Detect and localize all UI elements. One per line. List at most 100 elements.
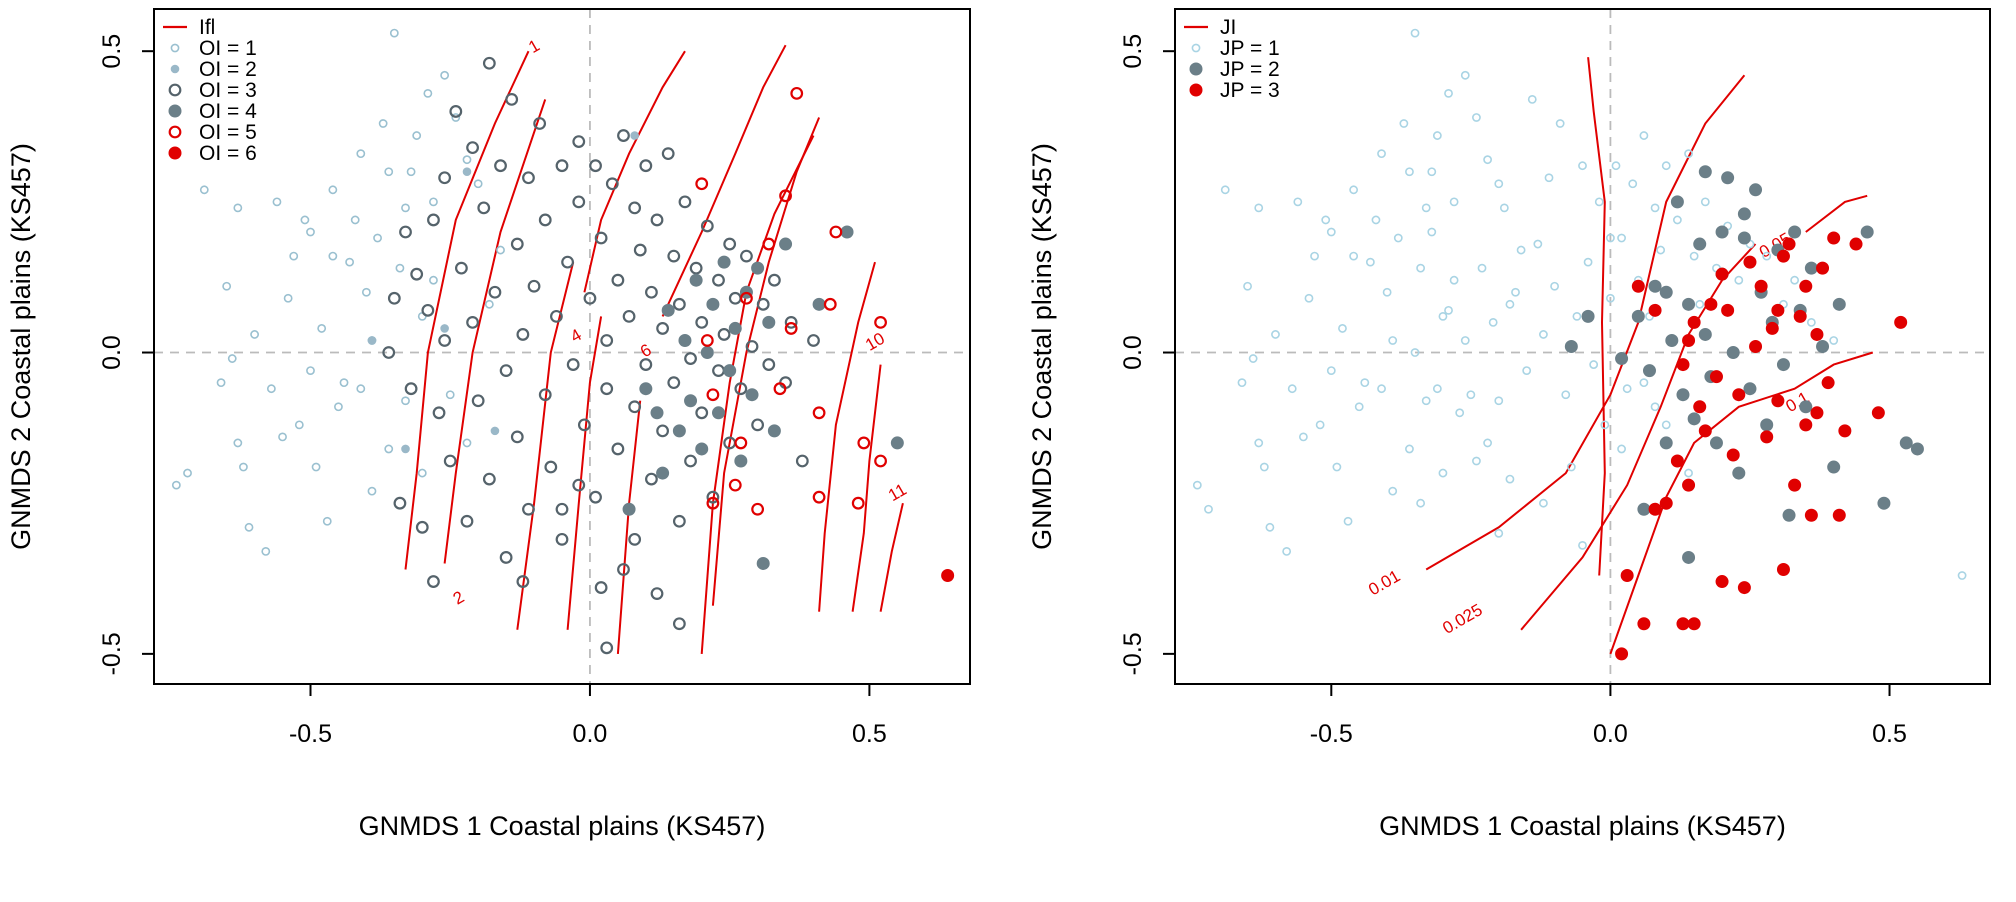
- data-point: [466, 315, 479, 329]
- data-point: [1715, 225, 1729, 239]
- data-point: [1743, 255, 1757, 269]
- data-point: [1589, 360, 1599, 369]
- x-tick-label: -0.5: [1310, 720, 1353, 748]
- data-point: [812, 406, 826, 420]
- data-point: [1326, 366, 1336, 376]
- data-point: [678, 195, 692, 209]
- data-point: [1849, 237, 1863, 251]
- data-point: [516, 575, 530, 588]
- data-point: [672, 424, 686, 438]
- data-point: [723, 237, 737, 251]
- data-point: [779, 189, 792, 203]
- data-point: [1760, 418, 1774, 432]
- data-point: [1721, 171, 1735, 185]
- contour-line: [1587, 57, 1606, 576]
- data-point: [1444, 88, 1453, 98]
- data-point: [807, 334, 820, 347]
- data-point: [1343, 516, 1353, 526]
- data-point: [561, 255, 574, 269]
- data-point: [941, 569, 955, 583]
- data-point: [1732, 388, 1746, 402]
- data-point: [449, 105, 463, 118]
- legend-label: JP = 1: [1220, 37, 1280, 60]
- data-point: [1698, 327, 1712, 341]
- data-point: [1192, 480, 1202, 490]
- data-point: [734, 436, 748, 450]
- data-point: [1615, 647, 1629, 661]
- data-point: [199, 185, 209, 195]
- plot-frame: [153, 8, 971, 685]
- data-point: [1494, 396, 1504, 406]
- data-point: [672, 617, 686, 631]
- data-point: [1631, 309, 1645, 323]
- data-point: [1659, 436, 1673, 450]
- data-point: [1737, 581, 1751, 595]
- data-point: [1499, 203, 1509, 213]
- data-point: [367, 336, 377, 345]
- data-point: [1661, 161, 1671, 171]
- data-point: [874, 315, 887, 329]
- data-point: [1315, 420, 1325, 430]
- y-axis: -0.5 0.0 0.5: [1119, 34, 1175, 675]
- data-point: [361, 287, 371, 297]
- data-point: [244, 522, 254, 532]
- data-point: [622, 502, 636, 516]
- data-points: [1192, 28, 1967, 661]
- x-axis: -0.5 0.0 0.5: [289, 684, 887, 748]
- data-point: [239, 462, 248, 472]
- legend-label: OI = 4: [199, 100, 257, 123]
- data-point: [600, 382, 614, 396]
- data-point: [1472, 456, 1481, 466]
- data-point: [1642, 364, 1656, 378]
- data-point: [410, 267, 424, 281]
- data-point: [1698, 424, 1712, 438]
- data-point: [695, 315, 709, 329]
- data-point: [605, 177, 619, 191]
- data-point: [1648, 279, 1662, 293]
- data-point: [382, 346, 396, 359]
- data-point: [1776, 358, 1790, 372]
- data-point: [216, 378, 226, 388]
- data-point: [723, 364, 737, 378]
- data-point: [1254, 438, 1264, 448]
- data-point: [266, 384, 276, 394]
- data-point: [1354, 402, 1364, 412]
- data-point: [751, 261, 765, 275]
- data-point: [555, 532, 569, 546]
- data-point: [306, 227, 315, 237]
- legend-label: JP = 2: [1220, 58, 1280, 81]
- data-point: [499, 364, 513, 378]
- data-point: [1578, 161, 1587, 171]
- legend-label: JI: [1220, 16, 1236, 39]
- data-point: [700, 334, 714, 347]
- plot-frame: [1174, 8, 1991, 685]
- data-points: [171, 28, 955, 655]
- data-point: [1427, 167, 1437, 177]
- data-point: [661, 303, 675, 317]
- y-tick-label: 0.5: [98, 34, 126, 69]
- data-point: [522, 502, 535, 516]
- y-tick-label: 0.0: [1119, 335, 1147, 370]
- data-point: [1637, 617, 1651, 631]
- data-point: [438, 171, 452, 185]
- data-point: [594, 231, 608, 245]
- data-point: [1832, 508, 1846, 522]
- data-point: [684, 352, 697, 365]
- data-point: [1771, 394, 1785, 408]
- data-point: [496, 245, 505, 255]
- data-point: [1693, 400, 1707, 414]
- data-point: [399, 225, 412, 239]
- data-point: [1393, 233, 1403, 243]
- data-point: [751, 502, 765, 516]
- data-point: [427, 213, 440, 227]
- data-point: [317, 324, 327, 333]
- data-point: [829, 225, 843, 239]
- data-point: [1321, 215, 1331, 225]
- y-tick-label: -0.5: [98, 632, 126, 675]
- data-point: [1806, 317, 1816, 327]
- data-point: [1533, 239, 1543, 249]
- data-point: [1583, 257, 1593, 267]
- y-tick-label: -0.5: [1119, 632, 1147, 675]
- data-point: [1700, 197, 1710, 207]
